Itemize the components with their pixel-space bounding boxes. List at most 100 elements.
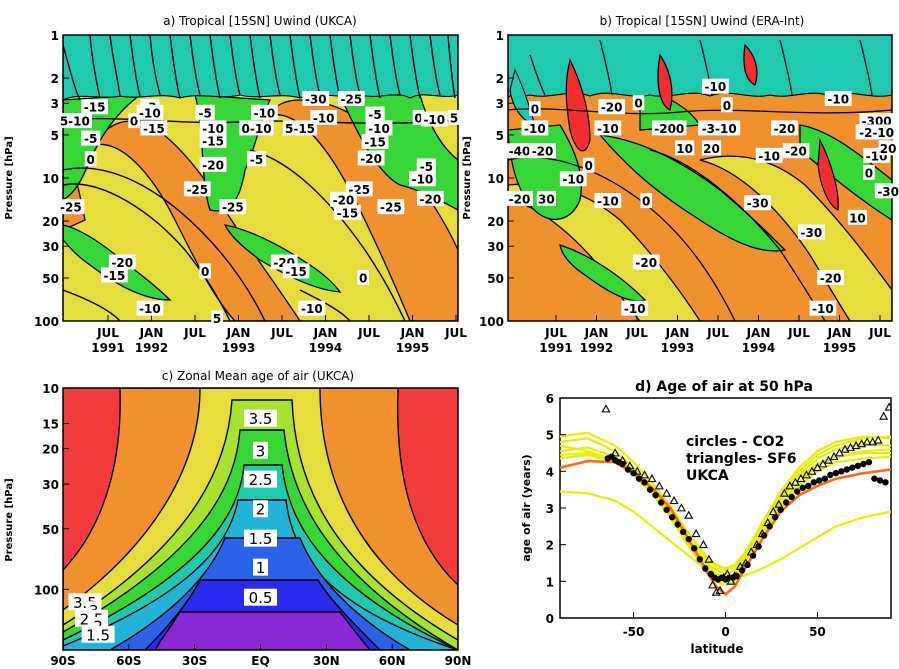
contour-label: -40 — [509, 145, 531, 159]
legend-entry-1: circles - CO2 — [686, 434, 784, 450]
contour-label: 3 — [256, 442, 266, 460]
panel-c-ylabel: Pressure [hPa] — [4, 478, 15, 561]
x-tick-year: 1994 — [742, 341, 775, 355]
contour-label: -30 — [747, 197, 769, 211]
y-tick-label: 3 — [51, 97, 59, 111]
contour-label: -30 — [801, 226, 823, 240]
sf6-point — [879, 411, 889, 420]
contour-label: -5 — [250, 153, 263, 167]
contour-label-box — [536, 190, 556, 206]
contour-label-box — [416, 158, 436, 174]
contour-label: 0 — [723, 99, 731, 113]
sf6-point — [746, 547, 756, 556]
contour-label: -20 — [509, 192, 531, 206]
contour-label-box — [357, 269, 369, 285]
co2-point — [619, 460, 626, 468]
panel-b-y-ticks: 1 2 3 5 10 20 30 50 100 — [479, 29, 514, 329]
sf6-point — [722, 569, 732, 578]
x-tick-label: JUL — [96, 326, 119, 340]
sf6-point — [704, 554, 714, 563]
contour-label: -25 — [341, 92, 363, 106]
contour-label: -15 — [337, 206, 359, 220]
y-tick-label: 20 — [42, 215, 59, 229]
contour-label: -10 — [139, 302, 161, 316]
co2-point — [865, 458, 873, 466]
y-tick-label: 50 — [42, 272, 59, 286]
panel-a-ylabel: Pressure [hPa] — [4, 136, 15, 219]
contour-label-box — [701, 78, 729, 94]
contour-label: -15 — [364, 135, 386, 149]
contour-label-box — [621, 300, 649, 316]
contour-label-box — [365, 120, 393, 136]
contour-label: 2.5 — [249, 471, 273, 489]
contour-label: -20 — [635, 256, 657, 270]
sf6-point — [632, 466, 642, 475]
contour-label: -20 — [785, 145, 807, 159]
contour-label: -25 — [380, 201, 402, 215]
x-tick-label: JUL — [444, 326, 467, 340]
panel-d-marks — [560, 402, 891, 596]
contour-label-box — [282, 263, 310, 279]
contour-label-box — [357, 150, 385, 166]
co2-point — [860, 460, 867, 468]
contour-label: 10 — [849, 211, 866, 225]
contour-label-box — [420, 111, 448, 127]
contour-label-box — [239, 120, 274, 136]
co2-point — [771, 513, 779, 521]
contour-label-box — [412, 109, 425, 125]
co2-point — [738, 567, 746, 574]
contour-label: 1.5 — [86, 626, 110, 644]
panel-d-x-ticks: -50 0 50 — [623, 612, 826, 639]
contour-label-box — [521, 120, 549, 136]
contour-label-box — [330, 191, 357, 207]
contour-label-box — [244, 529, 277, 547]
contour-label-box — [140, 120, 168, 136]
legend-entry-2: triangles- SF6 — [686, 451, 797, 467]
x-tick-label: 30S — [182, 654, 207, 668]
y-tick-label: 1 — [496, 29, 504, 43]
contour-label: 0 — [531, 103, 539, 117]
contour-label-box — [253, 558, 268, 576]
x-tick-label: JUL — [357, 326, 380, 340]
y-tick-label: 5 — [496, 129, 504, 143]
contour-label: -10 — [202, 122, 224, 136]
y-tick-label: 1 — [51, 29, 59, 43]
x-tick-label: JUL — [787, 326, 810, 340]
sf6-point — [873, 435, 883, 444]
contour-label: 0 — [642, 195, 650, 209]
co2-point — [702, 565, 709, 572]
contour-label: -20 — [360, 152, 382, 166]
sf6-point — [669, 495, 679, 505]
contour-label-box — [409, 171, 436, 187]
contour-label-box — [136, 300, 164, 316]
co2-point — [849, 464, 856, 471]
co2-point — [794, 488, 801, 495]
contour-label: -25 — [186, 183, 208, 197]
co2-point — [624, 466, 632, 473]
x-tick-label: JUL — [625, 326, 648, 340]
sf6-point — [857, 439, 867, 448]
contour-label-box — [84, 151, 97, 167]
contour-label-box — [744, 195, 771, 211]
co2-point — [827, 471, 834, 479]
contour-label-box — [632, 254, 660, 270]
panel-c-title: c) Zonal Mean age of air (UKCA) — [162, 369, 354, 383]
contour-label-box — [782, 143, 810, 159]
contour-label: -15 — [285, 265, 307, 279]
sf6-point — [610, 448, 620, 457]
contour-label-box — [416, 190, 444, 206]
panel-a-y-ticks: 1 2 3 5 10 20 30 50 100 — [34, 29, 69, 329]
contour-label: -10 — [301, 302, 323, 316]
y-tick-label: 20 — [487, 215, 504, 229]
y-tick-label: 20 — [42, 443, 59, 457]
contour-label-box — [797, 224, 825, 240]
x-tick-label: JAN — [313, 326, 338, 340]
contour-label-box — [594, 120, 622, 136]
contour-label-box — [244, 588, 277, 606]
sf6-point — [617, 455, 628, 464]
panel-d-xlabel: latitude — [690, 642, 743, 656]
contour-label: -10 — [562, 173, 584, 187]
